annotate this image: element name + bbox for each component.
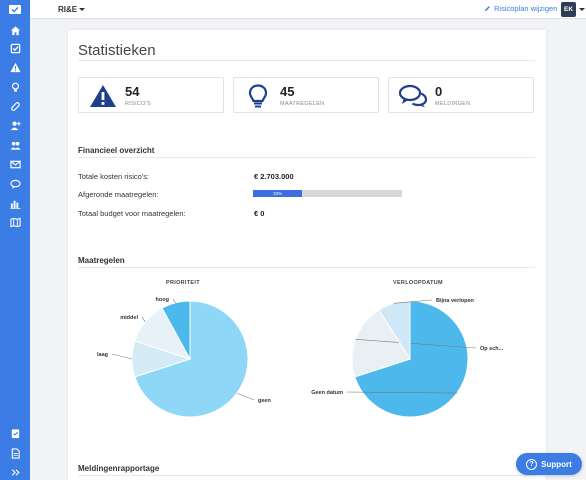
row-label-kosten: Totale kosten risico's:: [78, 172, 150, 181]
page-title: Statistieken: [78, 42, 156, 59]
stat-meldingen[interactable]: 0 MELDINGEN: [388, 77, 534, 113]
section-divider: [78, 267, 535, 268]
stat-label: MELDINGEN: [435, 101, 471, 107]
expand-sidebar-icon[interactable]: [8, 465, 22, 479]
section-divider: [78, 475, 535, 476]
chat-bubbles-icon: [399, 84, 427, 108]
chart-title-prioriteit: PRIORITEIT: [166, 280, 200, 286]
support-button[interactable]: ? Support: [516, 453, 582, 475]
section-heading-maatregelen: Maatregelen: [78, 256, 125, 265]
home-icon[interactable]: [8, 23, 22, 37]
pencil-icon: [484, 6, 490, 12]
stat-label: MAATREGELEN: [280, 101, 325, 107]
pie-label: Geen datum: [311, 390, 343, 396]
stat-risicos[interactable]: 54 RISICO'S: [78, 77, 224, 113]
pie-leader-line: [172, 298, 176, 303]
pie-label: laag: [97, 352, 108, 358]
title-divider: [78, 60, 535, 61]
edit-risk-plan-link[interactable]: Risicoplan wijzigen: [484, 4, 557, 13]
pie-label: geen: [258, 398, 271, 404]
warning-icon[interactable]: [8, 60, 22, 74]
stat-value: 54: [125, 84, 140, 99]
pie-label: Bijna verlopen: [436, 298, 475, 304]
bar-chart-icon[interactable]: [8, 196, 22, 210]
row-label-afgerond: Afgeronde maatregelen:: [78, 190, 159, 199]
row-value-kosten: € 2.703.000: [254, 172, 294, 181]
envelope-icon[interactable]: [8, 157, 22, 171]
row-value-budget: € 0: [254, 209, 265, 218]
stat-value: 0: [435, 84, 443, 99]
edit-link-label: Risicoplan wijzigen: [494, 4, 558, 13]
lightbulb-icon: [248, 84, 268, 108]
pie-leader-line: [236, 392, 255, 401]
pill-icon[interactable]: [8, 99, 22, 113]
chart-title-verloopdatum: VERLOOPDATUM: [393, 280, 443, 286]
document-icon[interactable]: [8, 446, 22, 460]
clipboard-check-icon[interactable]: [8, 426, 22, 440]
map-icon[interactable]: [8, 215, 22, 229]
stat-label: RISICO'S: [125, 101, 152, 107]
app-logo-icon[interactable]: [8, 4, 22, 16]
stat-maatregelen[interactable]: 45 MAATREGELEN: [233, 77, 379, 113]
pie-leader-line: [355, 339, 477, 349]
section-divider: [78, 157, 535, 158]
pie-slice-hoog[interactable]: [161, 300, 191, 360]
pie-label: middel: [120, 315, 138, 321]
pie-leader-line: [111, 353, 133, 360]
avatar[interactable]: EK: [561, 2, 576, 17]
top-bar: RI&E Risicoplan wijzigen EK: [30, 0, 586, 19]
progress-bar-text: 33%: [273, 191, 283, 196]
section-heading-financieel: Financieel overzicht: [78, 146, 155, 155]
pie-slice-bijna-verlopen[interactable]: [378, 300, 411, 361]
section-heading-meldingen: Meldingenrapportage: [78, 464, 160, 473]
help-icon: ?: [526, 458, 538, 470]
sidebar: [0, 0, 30, 480]
progress-bar: 33%: [253, 190, 402, 197]
lightbulb-icon[interactable]: [8, 80, 22, 94]
users-icon[interactable]: [8, 138, 22, 152]
chevron-down-icon[interactable]: [79, 8, 85, 11]
pie-label: hoog: [156, 297, 169, 303]
pie-leader-line: [346, 391, 457, 394]
user-plus-icon[interactable]: [8, 118, 22, 132]
pie-label: Op sch...: [480, 346, 504, 352]
warning-icon: [90, 85, 116, 107]
row-label-budget: Totaal budget voor maatregelen:: [78, 209, 186, 218]
pie-leader-line: [141, 316, 146, 323]
avatar-chevron-down-icon[interactable]: [579, 8, 585, 11]
app-title-dropdown[interactable]: RI&E: [58, 5, 78, 14]
stat-value: 45: [280, 84, 295, 99]
pie-leader-line: [393, 299, 433, 304]
pie-charts: geen laag middel hoog Geen datum Op sch... Bij…: [97, 297, 504, 418]
progress-bar-fill: [253, 190, 303, 197]
checklist-icon[interactable]: [8, 41, 22, 55]
main-card: Statistieken 54 RISICO'S 45 MAATREGELEN …: [68, 30, 546, 480]
support-label: Support: [541, 459, 572, 469]
chat-icon[interactable]: [8, 177, 22, 191]
